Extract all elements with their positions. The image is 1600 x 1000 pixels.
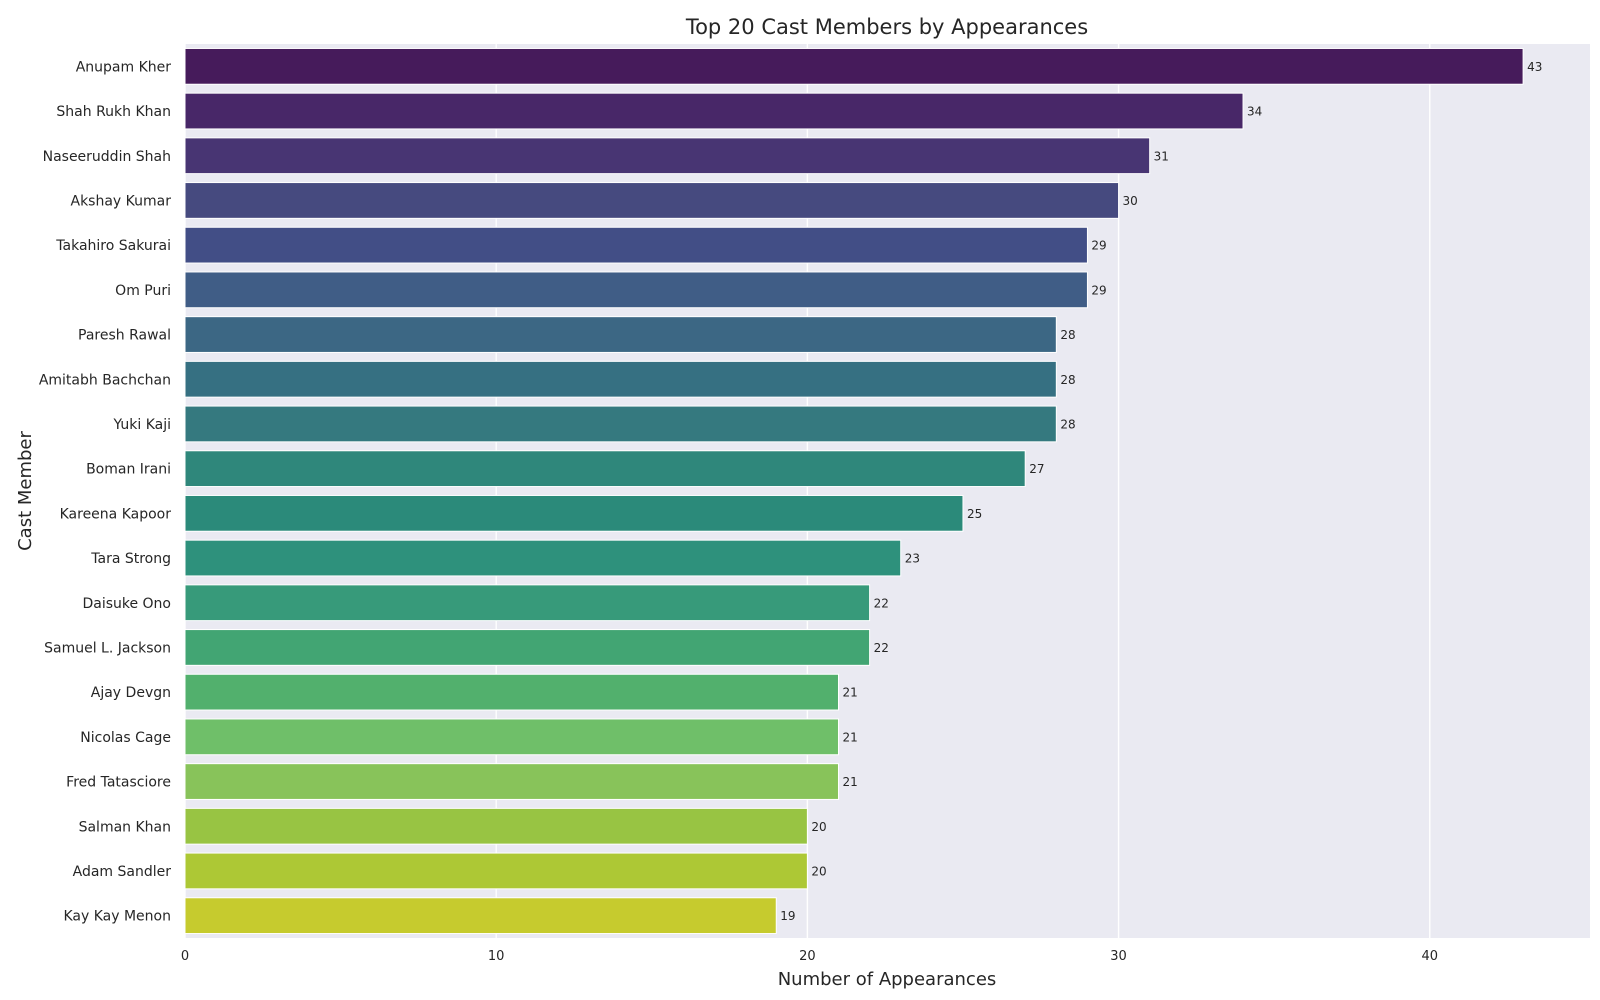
bar — [184, 92, 1244, 130]
bar-value-label: 23 — [905, 552, 920, 566]
y-tick-label: Adam Sandler — [73, 864, 172, 880]
bar — [184, 539, 902, 577]
y-tick-label: Paresh Rawal — [78, 328, 171, 344]
y-tick-label: Akshay Kumar — [71, 193, 172, 209]
x-tick-label: 10 — [488, 949, 505, 964]
bar-value-label: 22 — [874, 641, 889, 655]
bar — [184, 450, 1026, 488]
y-tick-label: Takahiro Sakurai — [55, 238, 171, 254]
bar-value-label: 27 — [1029, 462, 1044, 476]
bar — [184, 226, 1088, 264]
y-tick-label: Boman Irani — [86, 462, 171, 478]
chart-title: Top 20 Cast Members by Appearances — [685, 15, 1088, 39]
bar — [184, 629, 871, 666]
y-tick-labels: Anupam Kher Shah Rukh Khan Naseeruddin Sha… — [39, 59, 171, 924]
bar-value-label: 29 — [1091, 239, 1106, 253]
bars — [184, 47, 1524, 935]
x-axis-label: Number of Appearances — [778, 969, 997, 990]
bar — [184, 852, 808, 890]
bar — [184, 673, 839, 711]
bar-value-label: 20 — [811, 864, 826, 878]
y-tick-label: Salman Khan — [79, 819, 171, 835]
bar — [184, 763, 839, 800]
y-tick-label: Nicolas Cage — [80, 730, 171, 746]
bar-value-label: 31 — [1154, 149, 1169, 163]
bar-value-label: 29 — [1091, 283, 1106, 297]
bar-value-label: 43 — [1527, 60, 1542, 74]
bar-value-label: 28 — [1060, 373, 1075, 387]
bar — [184, 271, 1088, 309]
y-tick-label: Tara Strong — [90, 551, 171, 567]
bar-value-label: 21 — [842, 686, 857, 700]
x-tick-labels: 0 10 20 30 40 — [181, 949, 1438, 964]
bar — [184, 47, 1524, 85]
y-tick-label: Kay Kay Menon — [63, 909, 171, 925]
x-tick-label: 30 — [1110, 949, 1127, 964]
bar — [184, 316, 1057, 353]
bar — [184, 494, 964, 532]
y-tick-label: Naseeruddin Shah — [43, 149, 171, 165]
bar — [184, 137, 1151, 175]
bar — [184, 360, 1057, 398]
x-tick-label: 0 — [181, 949, 189, 964]
x-tick-label: 40 — [1421, 949, 1438, 964]
y-tick-label: Yuki Kaji — [112, 417, 171, 433]
bar — [184, 182, 1120, 219]
y-tick-label: Amitabh Bachchan — [39, 372, 171, 388]
y-axis-label: Cast Member — [15, 431, 36, 551]
y-tick-label: Om Puri — [115, 283, 171, 299]
bar — [184, 584, 871, 622]
bar-value-label: 30 — [1123, 194, 1138, 208]
bar-value-label: 20 — [811, 820, 826, 834]
bar — [184, 807, 808, 845]
bar-value-label: 28 — [1060, 417, 1075, 431]
bar-value-label: 22 — [874, 596, 889, 610]
y-tick-label: Anupam Kher — [76, 59, 172, 75]
bar-value-label: 25 — [967, 507, 982, 521]
bar-value-label: 21 — [842, 730, 857, 744]
bar-value-label: 21 — [842, 775, 857, 789]
y-tick-label: Daisuke Ono — [82, 596, 171, 612]
y-tick-label: Shah Rukh Khan — [56, 104, 171, 120]
bar-value-label: 28 — [1060, 328, 1075, 342]
bar-value-label: 19 — [780, 909, 795, 923]
bar — [184, 897, 777, 935]
y-tick-label: Fred Tatasciore — [66, 775, 171, 791]
x-tick-label: 20 — [799, 949, 816, 964]
plot-background — [185, 44, 1590, 938]
y-tick-label: Ajay Devgn — [91, 685, 171, 701]
data-labels: 43 34 31 30 29 29 28 28 28 27 25 23 22 22 21 21 21 20 20 19 — [780, 60, 1542, 923]
bar-value-label: 34 — [1247, 105, 1262, 119]
bar — [184, 718, 839, 756]
y-tick-label: Kareena Kapoor — [60, 506, 172, 522]
y-tick-label: Samuel L. Jackson — [44, 640, 171, 656]
bar — [184, 405, 1057, 443]
